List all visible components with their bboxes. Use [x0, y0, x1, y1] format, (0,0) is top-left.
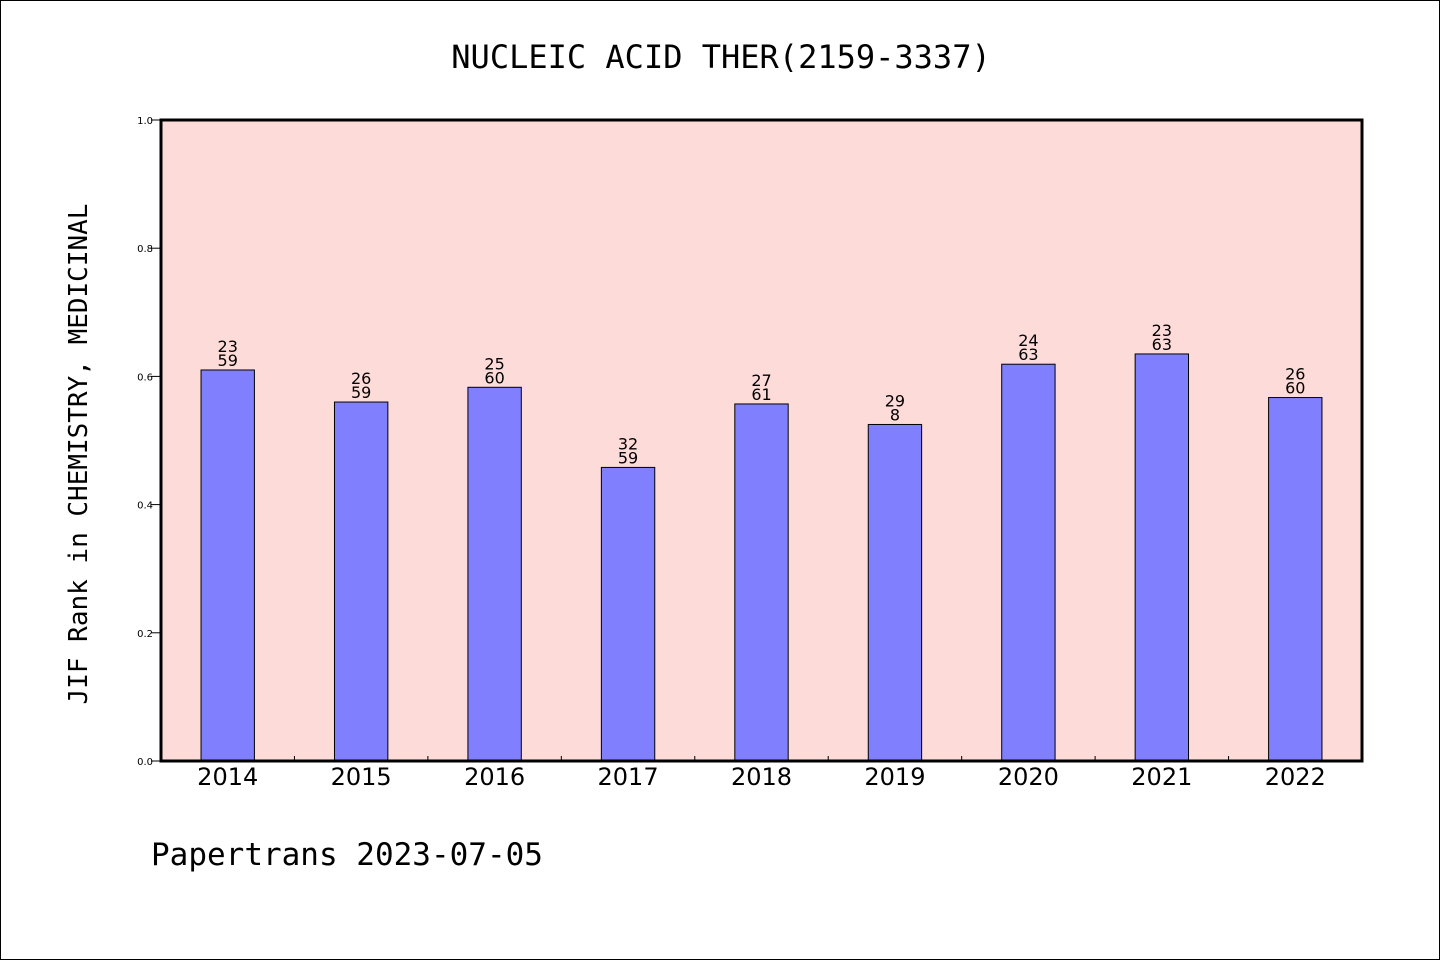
- bar-2015: [333, 401, 389, 762]
- bar-label-2019-1: 29: [885, 391, 905, 410]
- y-tick-label-1: 0.2: [137, 629, 153, 640]
- plot-frame: [159, 118, 1364, 763]
- bar-2017: [600, 466, 656, 762]
- y-tick-label-4: 0.8: [137, 244, 153, 255]
- bar-label-2020-1: 24: [1018, 331, 1038, 350]
- footer-credit: Papertrans 2023-07-05: [151, 837, 543, 873]
- bar-2021: [1134, 353, 1190, 762]
- bar-2016: [467, 386, 522, 762]
- bar-label-2021-1: 23: [1152, 321, 1172, 340]
- bar-2022: [1268, 397, 1323, 762]
- bar-label-2017-1: 32: [618, 434, 638, 453]
- bar-label-2021-2: 63: [1152, 335, 1172, 354]
- y-tick-label-0: 0.0: [137, 757, 153, 768]
- x-tick-label-2020: 2020: [998, 763, 1059, 791]
- bar-2014: [200, 369, 255, 762]
- bar-label-2018-1: 27: [751, 371, 771, 390]
- x-tick-label-2014: 2014: [197, 763, 258, 791]
- x-tick-label-2022: 2022: [1265, 763, 1326, 791]
- chart-title: NUCLEIC ACID THER(2159-3337): [451, 38, 990, 76]
- x-tick-label-2019: 2019: [864, 763, 925, 791]
- ticks-layer: 2014 2015 2016 2017 2018 2019 2020 2021 2022 0.0 0…: [137, 116, 1326, 791]
- bar-label-2017-2: 59: [618, 448, 638, 467]
- x-tick-label-2021: 2021: [1131, 763, 1192, 791]
- x-tick-label-2018: 2018: [731, 763, 792, 791]
- y-tick-label-2: 0.4: [137, 501, 153, 512]
- x-tick-label-2015: 2015: [331, 763, 392, 791]
- bar-label-2022-1: 26: [1285, 365, 1305, 384]
- bar-label-2015-1: 26: [351, 369, 371, 388]
- bar-label-2014-2: 59: [218, 351, 238, 370]
- bar-label-2022-2: 60: [1285, 379, 1305, 398]
- x-tick-label-2017: 2017: [598, 763, 659, 791]
- bar-2018: [734, 403, 789, 762]
- bar-label-2015-2: 59: [351, 383, 371, 402]
- bar-label-2019-2: 8: [890, 405, 900, 424]
- y-tick-label-3: 0.6: [137, 372, 153, 383]
- bar-2020: [1001, 363, 1056, 762]
- bar-label-2016-1: 25: [484, 354, 504, 373]
- bar-label-2018-2: 61: [751, 385, 771, 404]
- bar-label-2014-1: 23: [218, 337, 238, 356]
- y-axis-label: JIF Rank in CHEMISTRY, MEDICINAL: [64, 204, 94, 705]
- y-tick-label-5: 1.0: [137, 116, 153, 127]
- bar-label-2020-2: 63: [1018, 345, 1038, 364]
- bar-2019: [867, 423, 923, 762]
- bar-label-2016-2: 60: [484, 368, 504, 387]
- x-tick-label-2016: 2016: [464, 763, 525, 791]
